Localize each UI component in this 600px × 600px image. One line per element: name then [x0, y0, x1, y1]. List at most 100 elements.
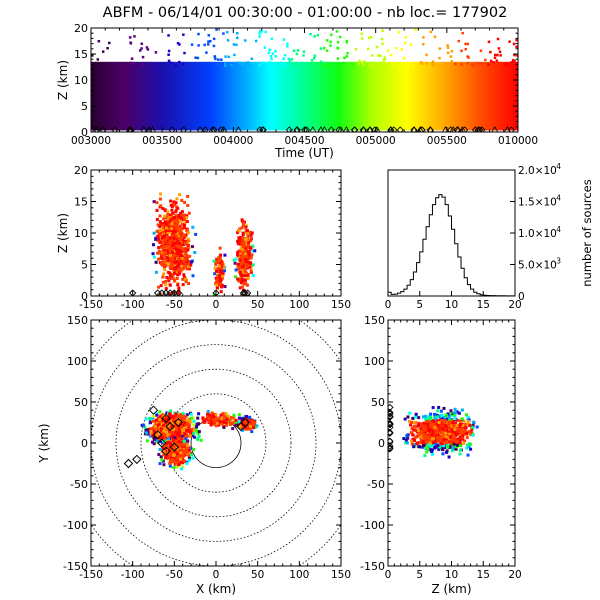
- plan-view-point: [163, 447, 167, 451]
- plan-view-point: [166, 420, 170, 424]
- time-height-point: [338, 35, 342, 39]
- z-y-x-tick-label: 15: [477, 569, 490, 581]
- plan-view-point: [167, 424, 171, 428]
- x-z-point: [219, 264, 223, 268]
- x-z-point: [215, 286, 219, 290]
- plan-view-point: [181, 423, 185, 427]
- z-y-point: [424, 417, 428, 421]
- x-z-point: [180, 198, 184, 202]
- x-z-point: [239, 235, 243, 239]
- x-z-point: [234, 275, 238, 279]
- x-z-point: [236, 255, 240, 259]
- z-y-point: [419, 438, 423, 442]
- time-height-point: [209, 39, 212, 43]
- x-z-point: [173, 230, 177, 234]
- z-y-point: [442, 421, 446, 425]
- x-z-point: [190, 245, 194, 249]
- x-z-point: [171, 268, 175, 272]
- x-z-point: [182, 226, 186, 230]
- x-z-point: [245, 241, 249, 245]
- z-y-point: [458, 433, 462, 437]
- plan-view-point: [202, 420, 206, 424]
- plan-view-point: [173, 462, 177, 466]
- z-y-point: [420, 426, 424, 430]
- x-z-point: [165, 244, 169, 248]
- z-y-y-tick-label: 100: [364, 355, 385, 368]
- x-z-point: [163, 253, 167, 257]
- plan-view-point: [162, 449, 166, 453]
- plan-view-point: [240, 417, 244, 421]
- x-z-point: [176, 228, 180, 232]
- z-y-point: [427, 437, 431, 441]
- z-y-point: [428, 425, 432, 429]
- z-y-point: [413, 442, 417, 446]
- x-z-point: [214, 260, 218, 264]
- x-z-point: [163, 237, 167, 241]
- x-z-point: [160, 253, 164, 257]
- time-height-point: [283, 53, 287, 57]
- x-z-point: [244, 257, 248, 261]
- x-z-point: [244, 263, 248, 267]
- x-z-point: [248, 230, 252, 234]
- x-z-point: [175, 250, 179, 254]
- plan-view-x-label: X (km): [196, 582, 236, 596]
- plan-view-point: [214, 424, 218, 428]
- x-z-point: [186, 248, 190, 252]
- x-z-point: [238, 258, 242, 262]
- z-y-point: [425, 419, 429, 423]
- time-height-point: [108, 41, 111, 45]
- plan-view-point: [170, 458, 174, 462]
- z-y-point: [420, 431, 424, 435]
- x-z-point: [183, 277, 187, 281]
- time-height-point: [323, 64, 326, 67]
- time-height-point: [267, 51, 271, 55]
- z-y-point: [438, 427, 442, 431]
- time-height-point: [345, 41, 348, 44]
- x-z-station-marker: [154, 289, 162, 296]
- z-y-point: [433, 442, 437, 446]
- z-y-point: [447, 416, 451, 420]
- x-z-panel: -150 -100 -50 0 50 100 150 0 5 10 15 20 Z (km): [56, 164, 351, 311]
- plan-view-point: [201, 416, 205, 420]
- z-y-point: [456, 418, 460, 422]
- plan-view-point: [215, 422, 219, 426]
- x-z-point: [240, 247, 244, 251]
- plan-view-point: [232, 418, 236, 422]
- x-z-point: [170, 227, 174, 231]
- x-z-station-marker: [129, 289, 137, 296]
- x-z-point: [176, 226, 180, 230]
- z-y-point: [469, 447, 473, 451]
- z-y-y-tick-label: 50: [371, 396, 385, 409]
- time-height-point: [400, 48, 403, 51]
- plan-view-point: [178, 453, 182, 457]
- z-y-point: [414, 415, 418, 419]
- plan-view-y-label: Y (km): [37, 423, 51, 463]
- time-height-y-tick-label: 15: [74, 48, 88, 61]
- time-height-point: [128, 36, 132, 39]
- plan-view-point: [180, 443, 184, 447]
- x-z-point: [176, 264, 180, 268]
- x-z-point: [240, 226, 244, 230]
- x-z-point: [184, 215, 188, 219]
- x-z-point: [250, 231, 254, 235]
- time-height-point: [178, 60, 181, 64]
- x-z-point: [166, 256, 170, 260]
- time-height-point: [145, 46, 149, 49]
- x-z-point: [158, 251, 162, 255]
- z-y-point: [449, 409, 453, 413]
- z-y-point: [429, 422, 433, 426]
- time-height-point: [495, 59, 499, 62]
- time-height-point: [336, 57, 340, 60]
- time-height-point: [375, 45, 379, 49]
- time-height-point: [475, 62, 479, 66]
- z-y-point: [418, 445, 422, 449]
- plan-view-point: [155, 421, 159, 425]
- x-z-point: [165, 262, 169, 266]
- x-z-point: [218, 262, 222, 266]
- x-z-point: [168, 230, 172, 234]
- z-y-point: [440, 413, 444, 417]
- z-y-point: [455, 423, 459, 427]
- x-z-point: [185, 228, 189, 232]
- z-y-point: [422, 421, 426, 425]
- z-y-point: [453, 428, 457, 432]
